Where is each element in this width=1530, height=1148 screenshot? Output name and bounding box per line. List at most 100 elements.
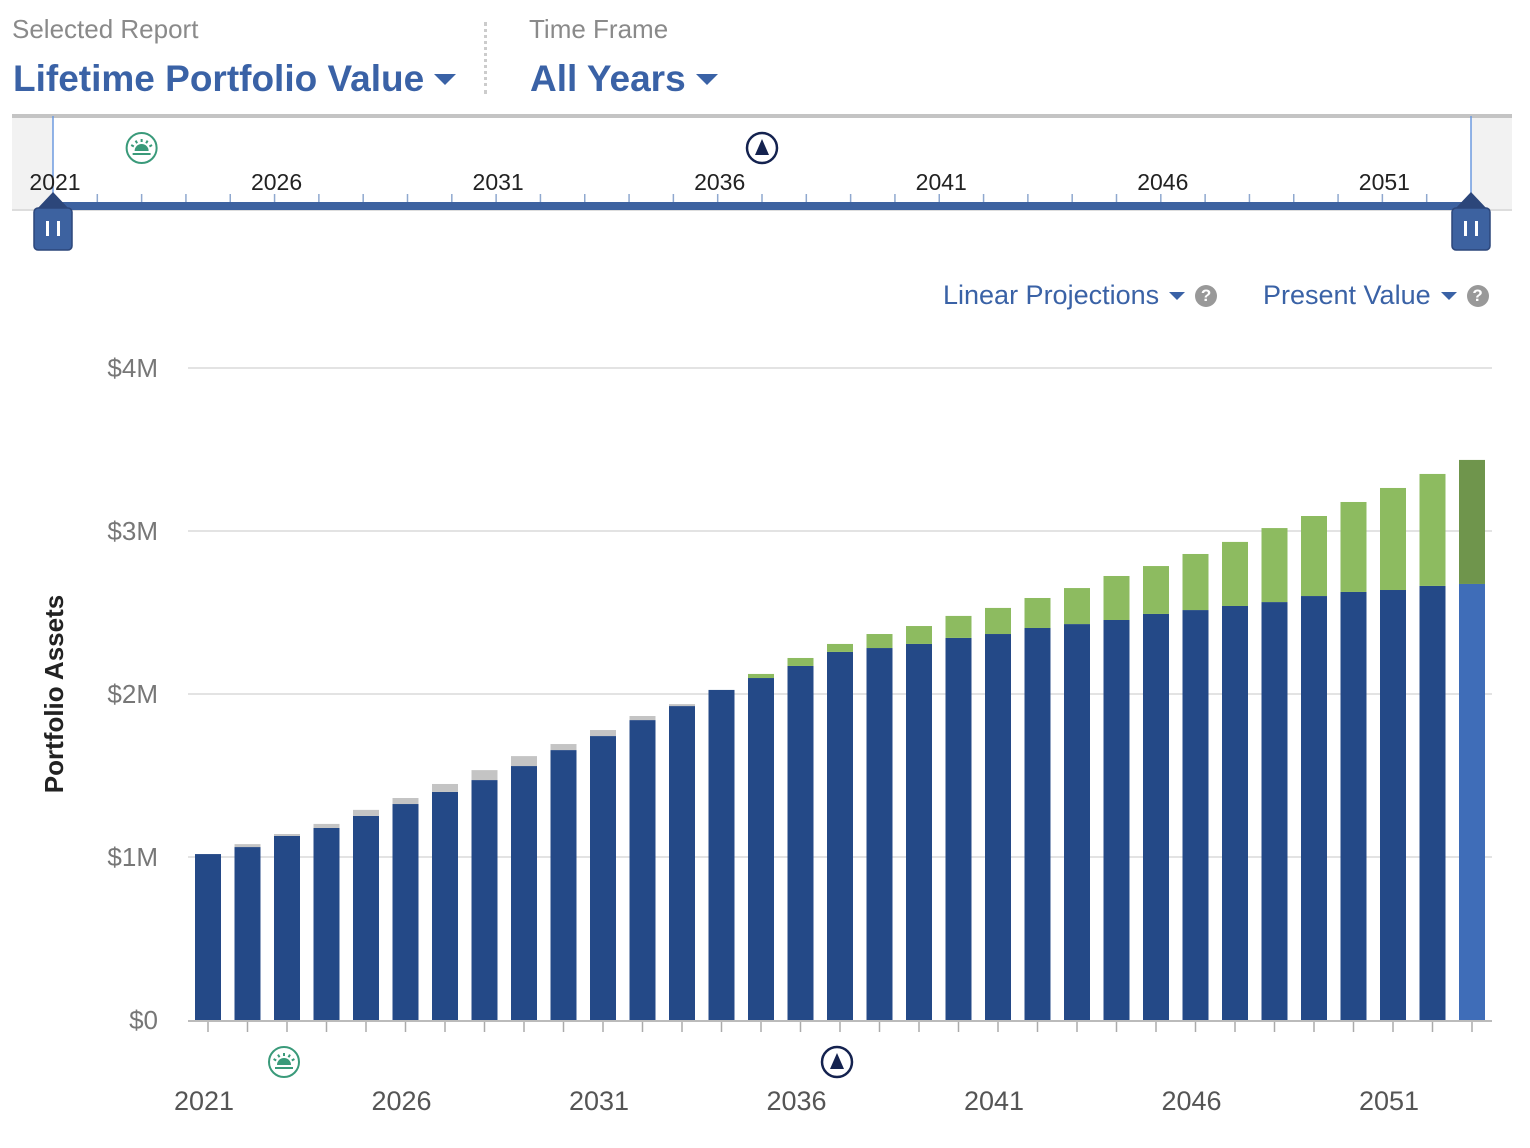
y-tick-label: $2M — [107, 679, 158, 709]
bar-segment-blue-2030 — [550, 750, 577, 1020]
handle-pointer — [1454, 192, 1488, 210]
slider-tick-label: 2021 — [29, 169, 80, 195]
milestone-icon-triangle — [755, 139, 769, 155]
y-tick-label: $3M — [107, 516, 158, 546]
chevron-down-icon — [1169, 291, 1186, 300]
bar-segment-blue-2047 — [1222, 605, 1248, 1020]
x-tick-label: 2026 — [371, 1086, 431, 1116]
bar-segment-gray-2024 — [313, 823, 340, 828]
header-divider — [484, 22, 487, 94]
value-mode-value: Present Value — [1263, 280, 1431, 310]
bar-segment-green-2051 — [1380, 487, 1406, 591]
bar-segment-blue-2035 — [748, 678, 774, 1020]
help-icon[interactable]: ? — [1466, 284, 1489, 307]
slider-track — [53, 202, 1471, 210]
slider-tick-label: 2026 — [251, 169, 302, 195]
timeframe-dropdown[interactable]: All Years — [530, 58, 718, 100]
slider-tick-label: 2046 — [1137, 169, 1188, 195]
bar-segment-blue-2041 — [985, 634, 1011, 1020]
bar-segment-green-2050 — [1340, 501, 1367, 592]
bar-segment-green-2046 — [1182, 553, 1209, 611]
triangle-milestone-icon — [745, 131, 779, 165]
bar-segment-blue-2028 — [471, 780, 498, 1020]
bar-segment-blue-2021 — [195, 854, 221, 1020]
year-range-slider[interactable]: 2021 2026 2031 2036 2041 2046 2051 — [0, 0, 1530, 260]
bar-segment-gray-2033 — [669, 704, 695, 707]
sunrise-icon-sun — [134, 144, 149, 151]
bar-segment-gray-2026 — [392, 797, 419, 805]
report-label: Selected Report — [12, 14, 199, 44]
bar-segment-gray-2023 — [274, 834, 300, 836]
bar-segment-green-2052 — [1419, 473, 1446, 586]
bar-segment-blue-2040 — [945, 637, 972, 1020]
projection-value: Linear Projections — [943, 280, 1160, 310]
sunrise-icon-ray — [277, 1054, 281, 1058]
bar-segment-blue-2023 — [274, 835, 300, 1020]
bar-segment-blue-2031 — [590, 736, 616, 1020]
bar-segment-blue-2046 — [1182, 610, 1209, 1020]
bar-segment-green-2035 — [748, 673, 774, 679]
bar-segment-blue-2032 — [629, 720, 656, 1020]
sunrise-icon-ring — [268, 1046, 300, 1078]
bar-segment-blue-2037 — [827, 651, 853, 1020]
bar-segment-blue-2039 — [906, 643, 932, 1020]
bar-segment-green-2040 — [945, 615, 972, 638]
bar-segment-blue-2025 — [353, 815, 379, 1020]
sunrise-icon-ray — [273, 1058, 277, 1062]
sunrise-icon-ray — [130, 144, 135, 148]
bar-segment-blue-2024 — [313, 827, 340, 1020]
bar-segment-green-2038 — [866, 634, 893, 649]
sunrise-icon-sun — [277, 1058, 291, 1065]
x-tick-label: 2046 — [1161, 1086, 1221, 1116]
bar-segment-blue-2036 — [787, 665, 814, 1020]
bar-segment-blue-2044 — [1103, 619, 1130, 1020]
slider-tick-label: 2036 — [694, 169, 745, 195]
bar-segment-blue-2042 — [1024, 627, 1051, 1020]
sunrise-icon-ray — [291, 1058, 295, 1062]
bar-segment-green-2036 — [787, 657, 814, 666]
bar-segment-blue-2052 — [1419, 585, 1446, 1020]
milestone-icon-triangle — [830, 1053, 844, 1069]
bar-segment-green-2044 — [1103, 575, 1130, 620]
bar-segment-green-2047 — [1222, 541, 1248, 606]
y-tick-label: $1M — [107, 842, 158, 872]
bar-segment-green-2045 — [1143, 566, 1169, 614]
bar-segment-gray-2029 — [511, 756, 537, 767]
y-axis-label: Portfolio Assets — [39, 595, 69, 793]
bar-segment-blue-2026 — [392, 804, 419, 1020]
x-tick-label: 2036 — [766, 1086, 826, 1116]
handle-grip[interactable] — [1451, 207, 1491, 251]
bar-segment-green-2037 — [827, 643, 853, 652]
bar-segment-gray-2025 — [353, 809, 379, 816]
x-tick-label: 2021 — [174, 1086, 234, 1116]
projection-dropdown[interactable]: Linear Projections? — [943, 280, 1218, 311]
y-tick-label: $0 — [129, 1005, 158, 1035]
x-tick-label: 2031 — [569, 1086, 629, 1116]
bar-segment-gray-2027 — [432, 783, 458, 792]
timeframe-value: All Years — [530, 58, 686, 99]
bar-segment-blue-2045 — [1143, 613, 1169, 1020]
grip-line-icon — [46, 221, 49, 236]
milestone-icon-ring — [820, 1045, 854, 1079]
slider-top-border — [12, 114, 1512, 118]
report-dropdown[interactable]: Lifetime Portfolio Value — [13, 58, 457, 100]
sunrise-icon-ray — [134, 140, 138, 144]
bar-segment-green-2039 — [906, 626, 932, 644]
triangle-milestone-icon — [820, 1045, 854, 1079]
x-tick-label: 2041 — [964, 1086, 1024, 1116]
bar-segment-blue-2048 — [1261, 602, 1288, 1020]
bar-segment-green-2048 — [1261, 528, 1288, 603]
chevron-down-icon — [695, 73, 718, 85]
bar-segment-blue-2053 — [1459, 583, 1485, 1020]
grip-line-icon — [57, 221, 60, 236]
handle-grip[interactable] — [33, 207, 73, 251]
slider-right-handle[interactable] — [1451, 192, 1491, 251]
slider-tick-label: 2051 — [1359, 169, 1410, 195]
slider-left-handle[interactable] — [33, 192, 73, 251]
help-icon[interactable]: ? — [1195, 284, 1218, 307]
y-tick-label: $4M — [107, 353, 158, 383]
grip-line-icon — [1475, 221, 1478, 236]
value-mode-dropdown[interactable]: Present Value? — [1263, 280, 1489, 311]
bar-segment-blue-2049 — [1301, 596, 1327, 1020]
bar-segment-gray-2028 — [471, 770, 498, 781]
